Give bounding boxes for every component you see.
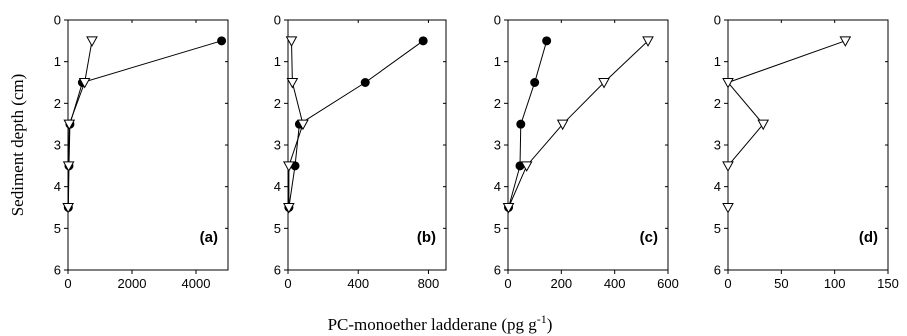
x-tick-label: 0 [724,276,731,291]
data-point-triangle [502,203,515,214]
y-tick-label: 4 [54,179,61,194]
data-point-triangle [722,203,734,214]
data-point-triangle [520,161,533,172]
data-point-triangle [722,78,734,89]
y-tick-label: 3 [54,138,61,153]
y-axis-title: Sediment depth (cm) [8,74,27,217]
y-tick-label: 1 [494,54,501,69]
y-tick-label: 4 [494,179,501,194]
panel-label: (b) [417,229,436,246]
data-point-triangle [86,36,98,47]
y-tick-label: 1 [714,54,721,69]
data-point-triangle [757,119,770,131]
y-tick-label: 5 [274,221,281,236]
x-tick-label: 4000 [182,276,211,291]
data-point-circle [217,36,227,46]
data-point-triangle [63,119,76,131]
y-tick-label: 4 [274,179,281,194]
y-tick-label: 6 [274,263,281,278]
series-line-0 [288,40,424,208]
x-axis-title-superscript: -1 [537,312,547,326]
series-line-0 [508,40,548,208]
data-point-triangle [722,161,734,172]
y-tick-label: 2 [54,96,61,111]
y-tick-label: 0 [714,13,721,28]
data-point-triangle [285,36,298,47]
data-point-triangle [598,78,610,89]
x-tick-label: 0 [504,276,511,291]
data-point-circle [542,36,552,46]
y-tick-label: 1 [274,54,281,69]
y-tick-label: 0 [274,13,281,28]
series-line-0 [67,40,222,208]
y-tick-label: 5 [494,221,501,236]
x-tick-label: 0 [64,276,71,291]
y-tick-label: 0 [494,13,501,28]
x-axis-title: PC-monoether ladderane (pg g-1) [328,312,553,334]
y-tick-label: 3 [714,138,721,153]
x-tick-label: 400 [604,276,626,291]
data-point-triangle [283,203,295,214]
x-axis-title-end: ) [547,315,553,334]
data-point-triangle [297,119,309,131]
panel-label: (a) [200,229,218,246]
data-point-circle [418,36,428,46]
series-line-0 [727,40,846,167]
data-point-triangle [839,36,852,47]
y-tick-label: 4 [714,179,721,194]
data-point-triangle [286,78,299,89]
data-point-triangle [62,203,75,214]
y-tick-label: 0 [54,13,61,28]
data-point-circle [530,78,540,87]
x-tick-label: 600 [657,276,679,291]
y-tick-label: 3 [274,138,281,153]
y-tick-label: 2 [494,96,501,111]
x-tick-label: 0 [284,276,291,291]
data-point-triangle [283,161,295,172]
data-point-triangle [62,161,75,172]
x-tick-label: 150 [877,276,899,291]
x-axis-title-main: PC-monoether ladderane (pg g [328,315,538,334]
x-tick-label: 800 [418,276,440,291]
y-tick-label: 6 [54,263,61,278]
data-point-triangle [78,78,91,89]
y-tick-label: 2 [274,96,281,111]
y-tick-label: 2 [714,96,721,111]
y-tick-label: 6 [714,263,721,278]
y-tick-label: 5 [54,221,61,236]
y-tick-label: 3 [494,138,501,153]
x-tick-label: 100 [824,276,846,291]
y-tick-label: 1 [54,54,61,69]
series-line-1 [508,40,649,208]
panel-label: (c) [640,229,658,246]
x-tick-label: 400 [347,276,369,291]
data-point-circle [360,78,370,87]
data-point-triangle [556,119,569,131]
x-tick-label: 2000 [118,276,147,291]
data-point-circle [516,119,526,129]
data-point-triangle [642,36,654,47]
x-tick-label: 50 [774,276,788,291]
y-tick-label: 5 [714,221,721,236]
panel-label: (d) [859,229,878,246]
x-tick-label: 200 [550,276,572,291]
y-tick-label: 6 [494,263,501,278]
